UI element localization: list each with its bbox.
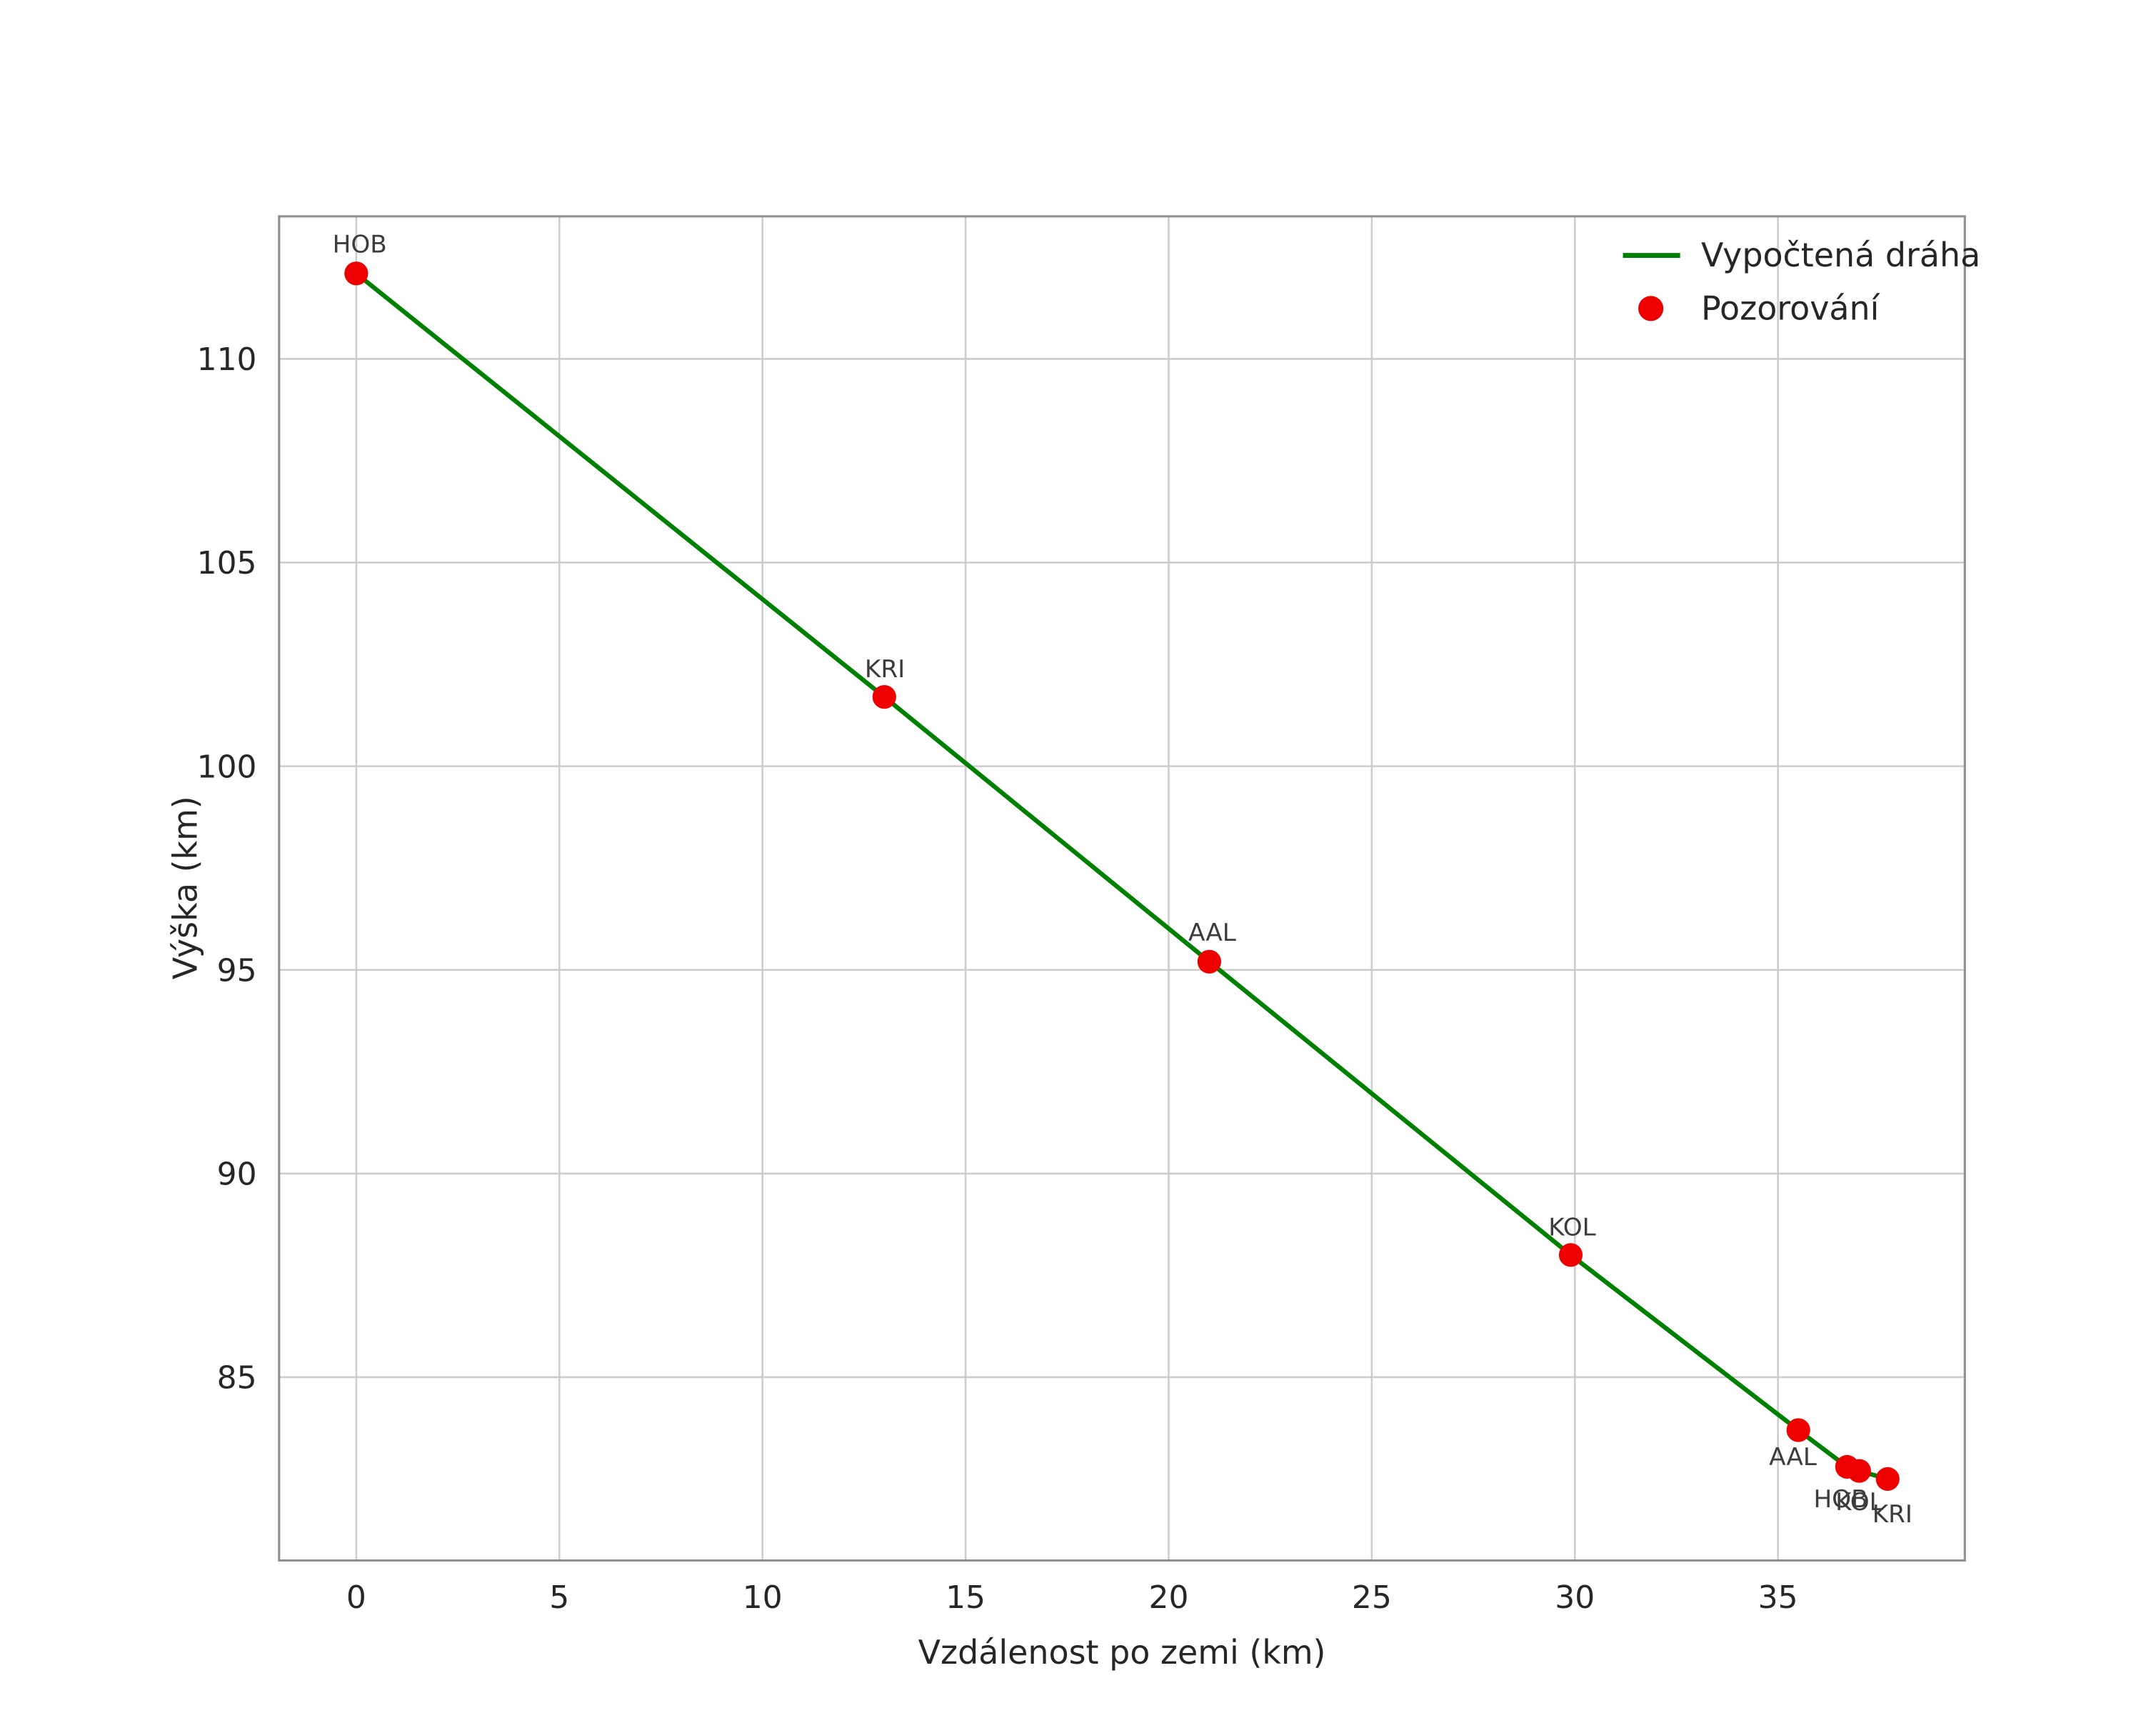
- x-tick-label: 30: [1555, 1579, 1595, 1616]
- observation-label-AAL: AAL: [1188, 919, 1236, 947]
- x-tick-label: 20: [1148, 1579, 1188, 1616]
- observation-label-HOB: HOB: [333, 230, 387, 259]
- x-tick-label: 10: [743, 1579, 783, 1616]
- legend-label-trajectory: Vypočtená dráha: [1701, 236, 1980, 274]
- y-tick-label: 100: [197, 749, 257, 785]
- observation-point-KRI: [1875, 1467, 1900, 1492]
- y-tick-label: 110: [197, 341, 257, 378]
- observation-point-AAL: [1197, 949, 1221, 974]
- plot-border: [278, 215, 1966, 1562]
- observation-point-KRI: [872, 685, 896, 709]
- observation-point-KOL: [1558, 1243, 1583, 1267]
- x-axis-label: Vzdálenost po zemi (km): [918, 1633, 1326, 1672]
- y-tick-label: 105: [197, 545, 257, 581]
- observation-point-HOB: [344, 261, 368, 286]
- observation-point-AAL: [1786, 1418, 1810, 1442]
- observation-label-KOL: KOL: [1835, 1488, 1883, 1517]
- x-tick-label: 5: [549, 1579, 569, 1616]
- observation-label-KRI: KRI: [865, 655, 905, 684]
- y-tick-label: 85: [217, 1360, 257, 1397]
- x-tick-label: 25: [1352, 1579, 1392, 1616]
- trajectory-line: [354, 271, 1890, 1482]
- x-tick-label: 0: [346, 1579, 366, 1616]
- observation-label-KOL: KOL: [1548, 1213, 1596, 1242]
- plot-area: 0 5 10 15 20 25 30 35859095100105110HOBKRIAALKO…: [197, 215, 1966, 1616]
- legend: Vypočtená dráha Pozorování: [1623, 236, 1980, 327]
- observation-label-KRI: KRI: [1872, 1500, 1912, 1529]
- observation-point-KOL: [1847, 1459, 1871, 1483]
- x-tick-label: 15: [946, 1579, 986, 1616]
- y-axis-label: Výška (km): [166, 796, 205, 979]
- observation-label-HOB: HOB: [1813, 1485, 1867, 1514]
- legend-dot-sample-icon: [1638, 296, 1664, 321]
- x-tick-label: 35: [1758, 1579, 1798, 1616]
- y-tick-label: 95: [217, 952, 257, 989]
- observation-label-AAL: AAL: [1769, 1443, 1817, 1472]
- legend-label-observations: Pozorování: [1701, 289, 1880, 327]
- y-tick-label: 90: [217, 1156, 257, 1192]
